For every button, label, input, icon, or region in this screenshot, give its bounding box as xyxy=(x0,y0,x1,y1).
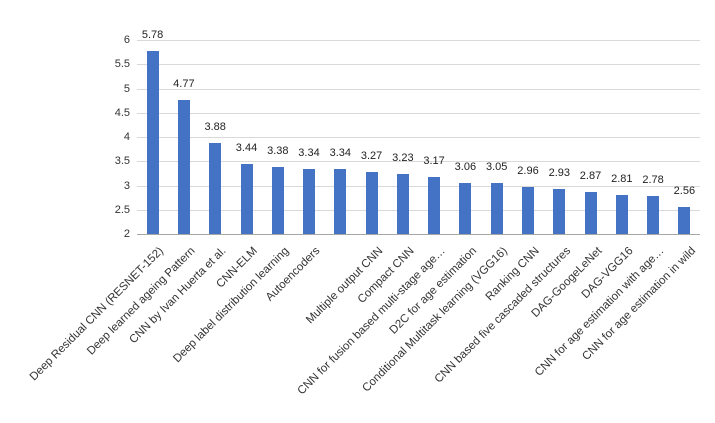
gridline xyxy=(137,161,700,163)
y-axis-tick-label: 3 xyxy=(123,179,130,192)
bar xyxy=(396,174,409,234)
y-axis-tick-label: 2.5 xyxy=(114,203,130,216)
bar-value-label: 3.05 xyxy=(485,161,508,174)
y-axis-tick-label: 4 xyxy=(123,131,130,143)
bar xyxy=(615,194,628,234)
bar-value-label: 2.56 xyxy=(673,184,696,197)
gridline xyxy=(137,137,700,138)
bar xyxy=(303,169,315,234)
bar xyxy=(271,167,284,234)
bar-value-label: 2.81 xyxy=(611,172,633,185)
bar-value-label: 2.87 xyxy=(579,169,602,182)
bar xyxy=(678,206,691,234)
y-axis-tick-label: 5 xyxy=(123,82,130,95)
y-axis-tick-label: 5.5 xyxy=(114,58,130,71)
bar xyxy=(553,188,566,234)
bar xyxy=(490,183,503,234)
bar-value-label: 3.06 xyxy=(454,160,477,173)
gridline xyxy=(137,185,700,187)
bar xyxy=(209,142,222,234)
bar-value-label: 3.38 xyxy=(267,145,289,158)
bar-value-label: 3.88 xyxy=(204,120,226,133)
bar-value-label: 2.96 xyxy=(517,165,539,178)
bar xyxy=(522,187,534,234)
bar xyxy=(146,50,159,234)
bar xyxy=(428,177,441,234)
bar xyxy=(459,182,472,234)
y-axis-tick-label: 3.5 xyxy=(114,155,130,168)
gridline xyxy=(137,209,700,211)
bar-value-label: 2.78 xyxy=(642,174,664,187)
bar-value-label: 4.77 xyxy=(173,77,195,90)
bar-value-label: 3.34 xyxy=(298,147,320,159)
gridline xyxy=(137,64,700,66)
bar xyxy=(584,191,597,234)
bar-value-label: 3.34 xyxy=(329,147,351,159)
bar xyxy=(647,196,660,234)
bar-value-label: 3.23 xyxy=(392,152,414,165)
gridline xyxy=(137,112,700,114)
bar xyxy=(334,169,347,234)
gridline xyxy=(137,88,700,90)
bar xyxy=(177,99,190,234)
x-axis-line xyxy=(137,234,700,235)
gridline xyxy=(137,40,700,41)
bar-value-label: 5.78 xyxy=(141,28,164,41)
bar-value-label: 3.17 xyxy=(423,155,445,168)
y-axis-tick-label: 4.5 xyxy=(114,106,130,119)
bar xyxy=(365,172,378,234)
bar-value-label: 2.93 xyxy=(548,166,570,179)
bar xyxy=(240,164,253,234)
x-axis-category-label: Deep Residual CNN (RESNET-152) xyxy=(27,245,167,384)
bar-value-label: 3.44 xyxy=(235,142,258,155)
bar-value-label: 3.27 xyxy=(360,150,383,163)
y-axis-tick-label: 6 xyxy=(123,34,130,46)
y-axis-tick-label: 2 xyxy=(123,228,130,240)
